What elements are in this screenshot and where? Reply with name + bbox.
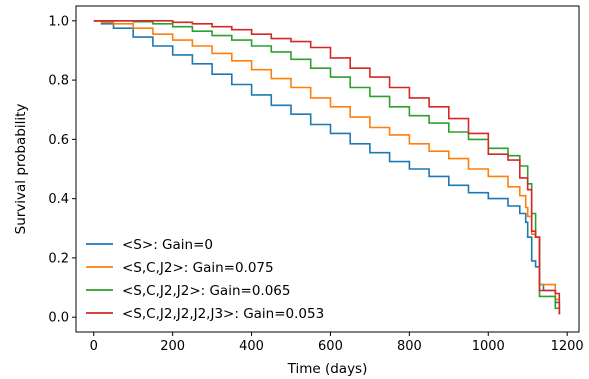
y-tick-label: 0.4: [48, 192, 69, 207]
plot-frame: [75, 5, 580, 333]
x-tick-label: 400: [239, 339, 264, 354]
y-tick-label: 0.2: [48, 251, 69, 266]
legend: <S>: Gain=0 <S,C,J2>: Gain=0.075 <S,C,J2,J…: [80, 230, 358, 326]
x-tick-label: 200: [160, 339, 185, 354]
legend-box: [80, 230, 358, 326]
x-axis-ticks: 0 200 400 600 800 1000 1200: [90, 332, 584, 354]
y-axis-label: Survival probability: [13, 104, 29, 235]
x-tick-label: 1000: [472, 339, 505, 354]
legend-label-1: <S,C,J2>: Gain=0.075: [122, 260, 274, 276]
legend-label-2: <S,C,J2,J2>: Gain=0.065: [122, 283, 290, 299]
x-axis-label: Time (days): [287, 361, 368, 377]
x-tick-label: 600: [318, 339, 343, 354]
y-tick-label: 0.6: [48, 133, 69, 148]
series-line-0: [93, 20, 561, 315]
y-axis-ticks: 0.0 0.2 0.4 0.6 0.8 1.0: [48, 14, 76, 326]
y-tick-label: 1.0: [48, 14, 69, 29]
y-tick-label: 0.0: [48, 311, 69, 326]
x-tick-label: 800: [397, 339, 422, 354]
x-tick-label: 1200: [551, 339, 584, 354]
x-tick-label: 0: [90, 339, 98, 354]
survival-curves: [93, 20, 561, 315]
series-line-3: [93, 20, 561, 315]
legend-label-3: <S,C,J2,J2,J2,J3>: Gain=0.053: [122, 306, 324, 322]
legend-label-0: <S>: Gain=0: [122, 237, 213, 253]
y-tick-label: 0.8: [48, 74, 69, 89]
